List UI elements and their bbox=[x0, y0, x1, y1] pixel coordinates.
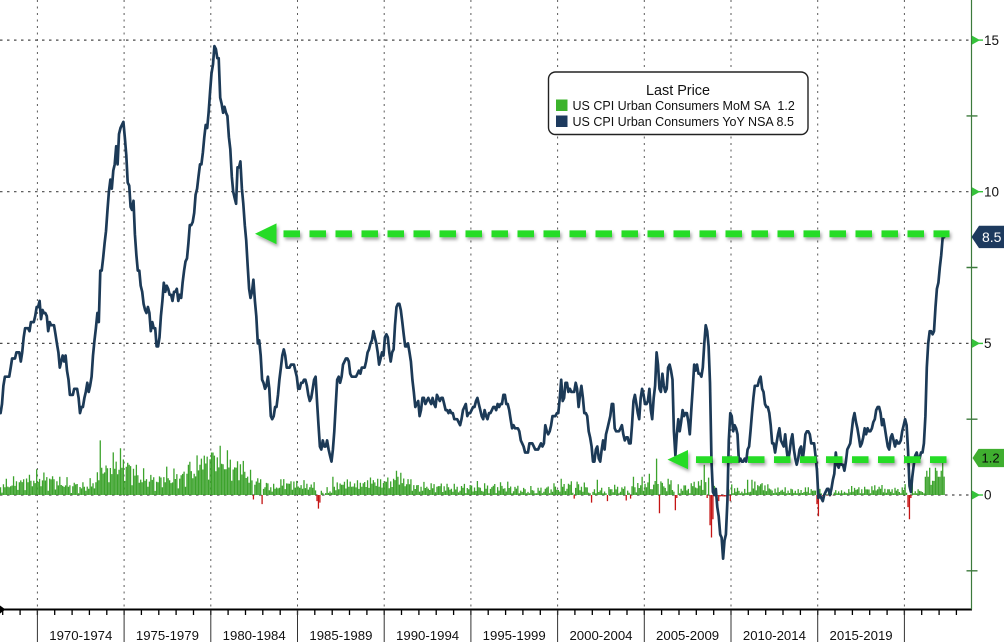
svg-text:15: 15 bbox=[984, 33, 999, 48]
svg-text:10: 10 bbox=[984, 184, 999, 199]
svg-text:2015-2019: 2015-2019 bbox=[830, 628, 893, 642]
svg-text:1990-1994: 1990-1994 bbox=[396, 628, 459, 642]
svg-text:US CPI Urban Consumers YoY NSA: US CPI Urban Consumers YoY NSA 8.5 bbox=[573, 115, 794, 129]
svg-text:1980-1984: 1980-1984 bbox=[223, 628, 286, 642]
svg-text:2005-2009: 2005-2009 bbox=[656, 628, 719, 642]
svg-text:1970-1974: 1970-1974 bbox=[49, 628, 112, 642]
svg-text:5: 5 bbox=[984, 336, 992, 351]
svg-text:1975-1979: 1975-1979 bbox=[136, 628, 199, 642]
svg-text:2010-2014: 2010-2014 bbox=[743, 628, 806, 642]
svg-text:0: 0 bbox=[984, 488, 992, 503]
svg-text:1985-1989: 1985-1989 bbox=[309, 628, 372, 642]
svg-text:2000-2004: 2000-2004 bbox=[569, 628, 632, 642]
svg-text:Last Price: Last Price bbox=[646, 83, 710, 99]
svg-text:8.5: 8.5 bbox=[982, 229, 1002, 245]
svg-text:1.2: 1.2 bbox=[982, 451, 1000, 466]
svg-text:1995-1999: 1995-1999 bbox=[483, 628, 546, 642]
svg-text:US CPI Urban Consumers MoM SA: US CPI Urban Consumers MoM SA 1.2 bbox=[573, 99, 795, 113]
